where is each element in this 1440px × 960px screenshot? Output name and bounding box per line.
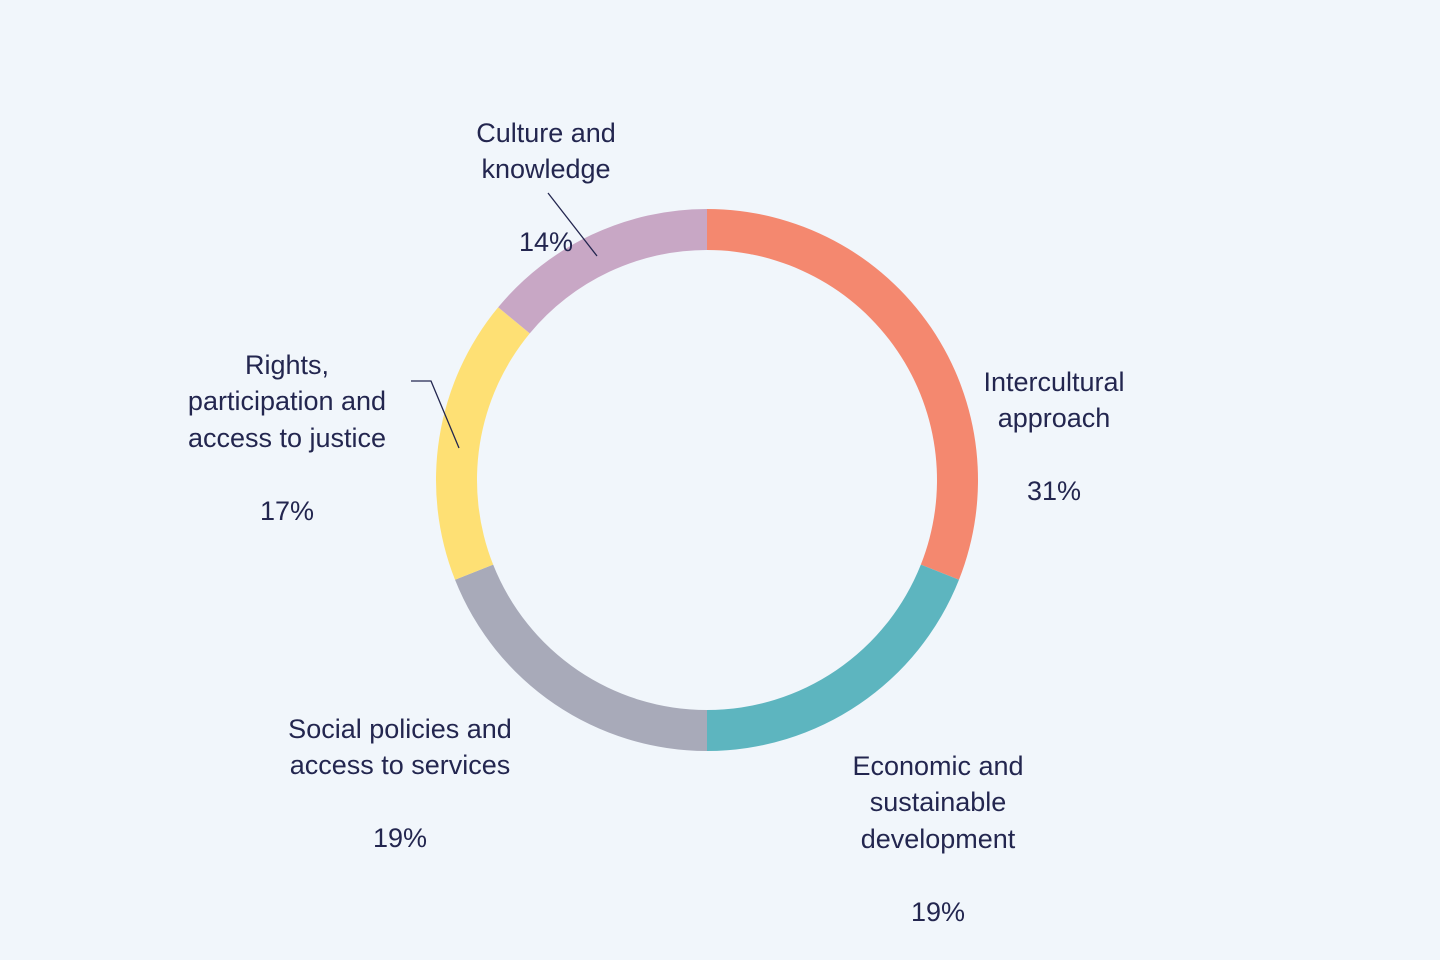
donut-slice-0 xyxy=(707,209,978,580)
slice-label-economic-sustainable-development: Economic and sustainable development 19% xyxy=(852,711,1023,960)
slices-group xyxy=(436,209,978,751)
leader-line-culture-knowledge xyxy=(547,192,598,257)
slice-value-text: 31% xyxy=(1026,476,1082,506)
leader-line-rights-participation xyxy=(411,380,460,449)
slice-label-text: Culture and knowledge xyxy=(476,117,616,185)
slice-label-culture-knowledge: Culture and knowledge 14% xyxy=(476,78,616,297)
leader-lines-group xyxy=(411,192,598,449)
donut-slice-3 xyxy=(436,307,530,580)
slice-label-text: Intercultural approach xyxy=(983,366,1125,434)
slice-label-text: Social policies and access to services xyxy=(288,713,512,781)
donut-slice-1 xyxy=(707,564,959,751)
donut-slice-4 xyxy=(498,209,707,334)
slice-label-intercultural-approach: Intercultural approach 31% xyxy=(983,327,1124,546)
donut-slice-2 xyxy=(455,564,707,751)
slice-label-text: Rights, participation and access to just… xyxy=(187,349,387,453)
slice-value-text: 17% xyxy=(259,495,315,526)
slice-value-text: 19% xyxy=(372,823,428,853)
slice-label-text: Economic and sustainable development xyxy=(852,750,1024,854)
slice-label-social-policies: Social policies and access to services 1… xyxy=(288,674,512,893)
slice-label-rights-participation: Rights, participation and access to just… xyxy=(188,310,386,566)
slice-value-text: 14% xyxy=(518,227,574,257)
slice-value-text: 19% xyxy=(910,896,966,927)
